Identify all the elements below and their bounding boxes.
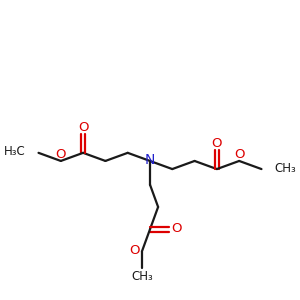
Text: O: O (234, 148, 244, 161)
Text: N: N (145, 154, 155, 167)
Text: H₃C: H₃C (4, 146, 26, 158)
Text: CH₃: CH₃ (131, 270, 153, 283)
Text: CH₃: CH₃ (274, 162, 296, 175)
Text: O: O (78, 121, 88, 134)
Text: O: O (129, 244, 140, 257)
Text: O: O (212, 137, 222, 150)
Text: O: O (171, 222, 181, 235)
Text: O: O (56, 148, 66, 161)
